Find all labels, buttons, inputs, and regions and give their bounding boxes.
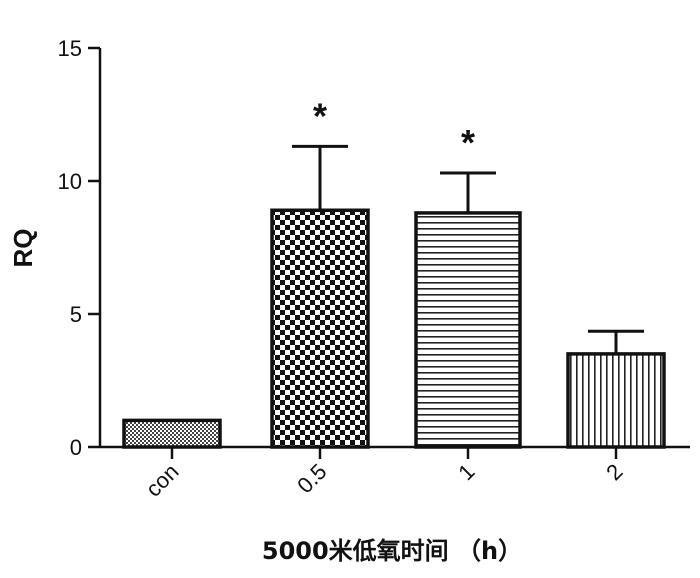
- x-axis-title: 5000米低氧时间 （h）: [262, 537, 522, 565]
- bar-group: [566, 329, 666, 449]
- x-tick-label: 0.5: [292, 459, 331, 498]
- bar: [122, 418, 222, 449]
- y-tick-label: 10: [58, 169, 82, 194]
- bar: [566, 352, 666, 449]
- bar-group: *: [414, 122, 522, 449]
- y-axis: 0 5 10 15: [58, 36, 102, 460]
- x-tick-label: 2: [601, 459, 627, 485]
- significance-marker: *: [313, 95, 327, 136]
- y-tick-label: 5: [70, 302, 82, 327]
- bar: [414, 211, 522, 449]
- x-axis: con 0.5 1 2: [100, 445, 690, 502]
- x-tick-label: con: [141, 459, 184, 502]
- x-tick-label: 1: [453, 459, 479, 485]
- y-tick-label: 15: [58, 36, 82, 61]
- bar-group: *: [270, 95, 370, 449]
- y-axis-title: RQ: [8, 229, 38, 268]
- bar-group: [122, 418, 222, 449]
- significance-marker: *: [461, 122, 475, 163]
- bars: **: [122, 95, 666, 449]
- y-tick-label: 0: [70, 435, 82, 460]
- bar: [270, 208, 370, 449]
